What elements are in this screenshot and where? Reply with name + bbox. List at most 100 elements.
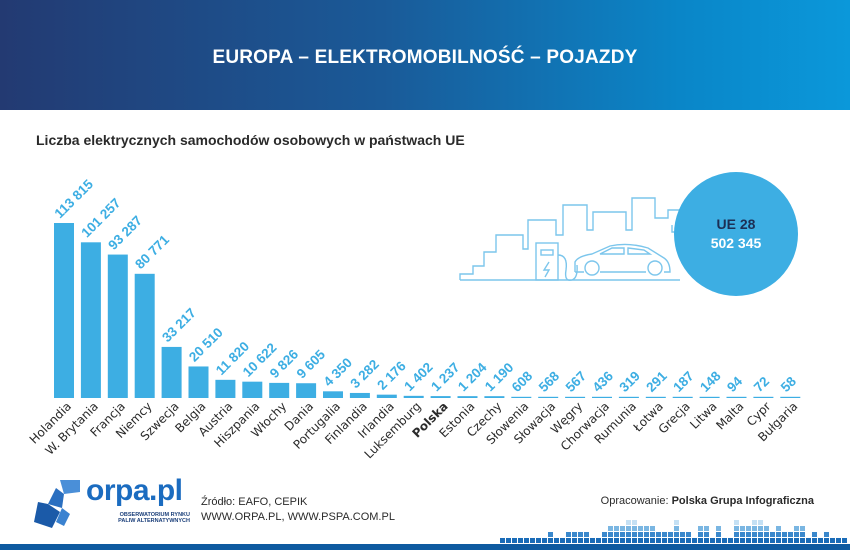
charging-station-icon bbox=[535, 242, 559, 281]
value-label: 319 bbox=[616, 368, 643, 395]
pixel-square bbox=[674, 538, 679, 543]
bar-1 bbox=[80, 242, 101, 398]
pixel-square bbox=[548, 538, 553, 543]
bar-0 bbox=[54, 223, 74, 398]
pixel-square bbox=[818, 538, 823, 543]
pixel-square bbox=[764, 526, 769, 531]
car-wheel-front bbox=[584, 260, 600, 276]
pixel-square bbox=[620, 532, 625, 537]
pixel-square bbox=[728, 538, 733, 543]
pixel-square bbox=[692, 538, 697, 543]
pixel-square bbox=[578, 532, 583, 537]
value-label: 148 bbox=[697, 368, 724, 395]
pixel-square bbox=[698, 532, 703, 537]
pixel-square bbox=[566, 532, 571, 537]
bar-3 bbox=[134, 273, 155, 398]
pixel-square bbox=[776, 532, 781, 537]
pixel-square bbox=[578, 538, 583, 543]
value-label: 80 771 bbox=[132, 232, 172, 272]
pixel-square bbox=[572, 532, 577, 537]
pixel-square bbox=[572, 538, 577, 543]
bottom-bar bbox=[0, 544, 850, 550]
pixel-square bbox=[608, 538, 613, 543]
pixel-square bbox=[734, 538, 739, 543]
pixel-square bbox=[788, 532, 793, 537]
pixel-square bbox=[716, 538, 721, 543]
charging-cable bbox=[557, 254, 578, 281]
pixel-square bbox=[602, 532, 607, 537]
pixel-square bbox=[686, 538, 691, 543]
pixel-square bbox=[626, 532, 631, 537]
pixel-square bbox=[674, 520, 679, 525]
bar-18 bbox=[538, 396, 559, 398]
pixel-square bbox=[716, 526, 721, 531]
pixel-square bbox=[518, 538, 523, 543]
total-badge: UE 28 502 345 bbox=[674, 172, 798, 296]
value-label: 1 237 bbox=[428, 360, 463, 395]
bar-15 bbox=[457, 396, 478, 398]
pixel-square bbox=[824, 538, 829, 543]
pixel-square bbox=[716, 532, 721, 537]
pixel-square bbox=[590, 538, 595, 543]
city-illustration bbox=[459, 197, 680, 281]
pixel-square bbox=[668, 538, 673, 543]
pixel-square bbox=[836, 538, 841, 543]
pixel-square bbox=[794, 538, 799, 543]
bar-17 bbox=[511, 396, 532, 398]
credit-prefix: Opracowanie: bbox=[600, 495, 672, 507]
pixel-square bbox=[758, 538, 763, 543]
value-label: 1 204 bbox=[455, 359, 490, 394]
value-label: 113 815 bbox=[52, 176, 97, 221]
value-label: 33 217 bbox=[159, 305, 199, 345]
pixel-square bbox=[536, 538, 541, 543]
pixel-square bbox=[656, 532, 661, 537]
pixel-square bbox=[704, 532, 709, 537]
pixel-square bbox=[722, 538, 727, 543]
pixel-square bbox=[842, 538, 847, 543]
category-label: Malta bbox=[713, 399, 746, 432]
bar-8 bbox=[269, 382, 290, 398]
pixel-square bbox=[752, 520, 757, 525]
pixel-square bbox=[800, 526, 805, 531]
pixel-square bbox=[704, 526, 709, 531]
pixel-square bbox=[764, 532, 769, 537]
pixel-square bbox=[554, 538, 559, 543]
value-label: 568 bbox=[536, 368, 563, 395]
credit-note: Opracowanie: Polska Grupa Infograficzna bbox=[601, 495, 814, 507]
pixel-square bbox=[698, 526, 703, 531]
pixel-square bbox=[632, 532, 637, 537]
pixel-square bbox=[698, 538, 703, 543]
pixel-square bbox=[752, 532, 757, 537]
website-links: WWW.ORPA.PL, WWW.PSPA.COM.PL bbox=[201, 511, 395, 523]
pixel-square bbox=[500, 538, 505, 543]
value-label: 72 bbox=[751, 374, 772, 395]
credit-name: Polska Grupa Infograficzna bbox=[671, 495, 814, 507]
bar-25 bbox=[726, 396, 747, 398]
pixel-square bbox=[650, 532, 655, 537]
pixel-square bbox=[824, 532, 829, 537]
pixel-square bbox=[644, 532, 649, 537]
pixel-square bbox=[584, 532, 589, 537]
pixel-square bbox=[668, 532, 673, 537]
value-label: 1 190 bbox=[482, 360, 517, 395]
bar-14 bbox=[430, 396, 451, 398]
pixel-square bbox=[548, 532, 553, 537]
pixel-square bbox=[746, 538, 751, 543]
pixel-square bbox=[632, 526, 637, 531]
pixel-square bbox=[656, 538, 661, 543]
pixel-square bbox=[752, 538, 757, 543]
pixel-square bbox=[794, 532, 799, 537]
orpa-logo[interactable]: orpa.pl OBSERWATORIUM RYNKU PALIW ALTERN… bbox=[30, 474, 190, 530]
pixel-square bbox=[812, 532, 817, 537]
pixel-square bbox=[530, 538, 535, 543]
bar-9 bbox=[296, 383, 317, 398]
value-label: 2 176 bbox=[374, 358, 409, 393]
bar-4 bbox=[161, 346, 182, 398]
bar-23 bbox=[672, 396, 693, 398]
bar-27 bbox=[780, 396, 801, 398]
bar-20 bbox=[592, 396, 612, 398]
bar-19 bbox=[565, 396, 586, 398]
pixel-square bbox=[758, 532, 763, 537]
pixel-square bbox=[662, 532, 667, 537]
value-label: 291 bbox=[643, 368, 670, 395]
